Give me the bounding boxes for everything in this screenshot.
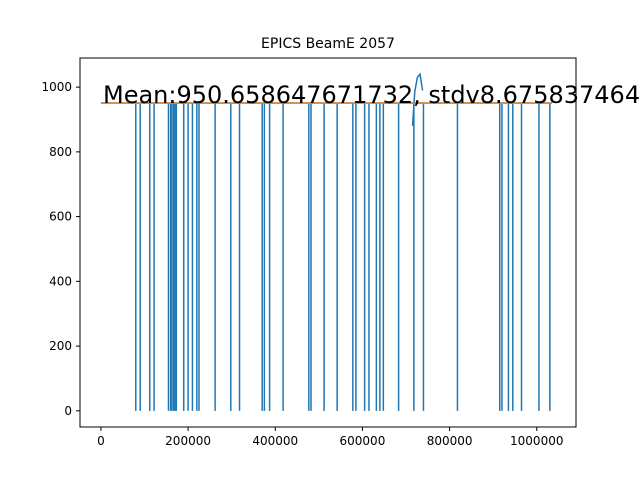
x-tick-label-2: 400000 <box>252 434 298 448</box>
y-tick-label-3: 600 <box>49 210 72 224</box>
stats-annotation: Mean:950.658647671732, stdv8.675837464 <box>103 81 640 109</box>
x-tick-label-1: 200000 <box>165 434 211 448</box>
y-tick-label-2: 400 <box>49 274 72 288</box>
x-tick-label-5: 1000000 <box>510 434 563 448</box>
y-tick-label-4: 800 <box>49 145 72 159</box>
y-axis-ticks: 0 200 400 600 800 1000 <box>41 80 80 418</box>
chart-title: EPICS BeamE 2057 <box>261 36 395 52</box>
y-tick-label-1: 200 <box>49 339 72 353</box>
y-tick-label-0: 0 <box>64 404 72 418</box>
x-axis-ticks: 0 200000 400000 600000 800000 1000000 <box>97 427 563 448</box>
x-tick-label-4: 800000 <box>427 434 473 448</box>
y-tick-label-5: 1000 <box>41 80 72 94</box>
x-tick-label-0: 0 <box>97 434 105 448</box>
plot-frame <box>79 57 577 428</box>
x-tick-label-3: 600000 <box>340 434 386 448</box>
plot-area <box>100 72 553 411</box>
